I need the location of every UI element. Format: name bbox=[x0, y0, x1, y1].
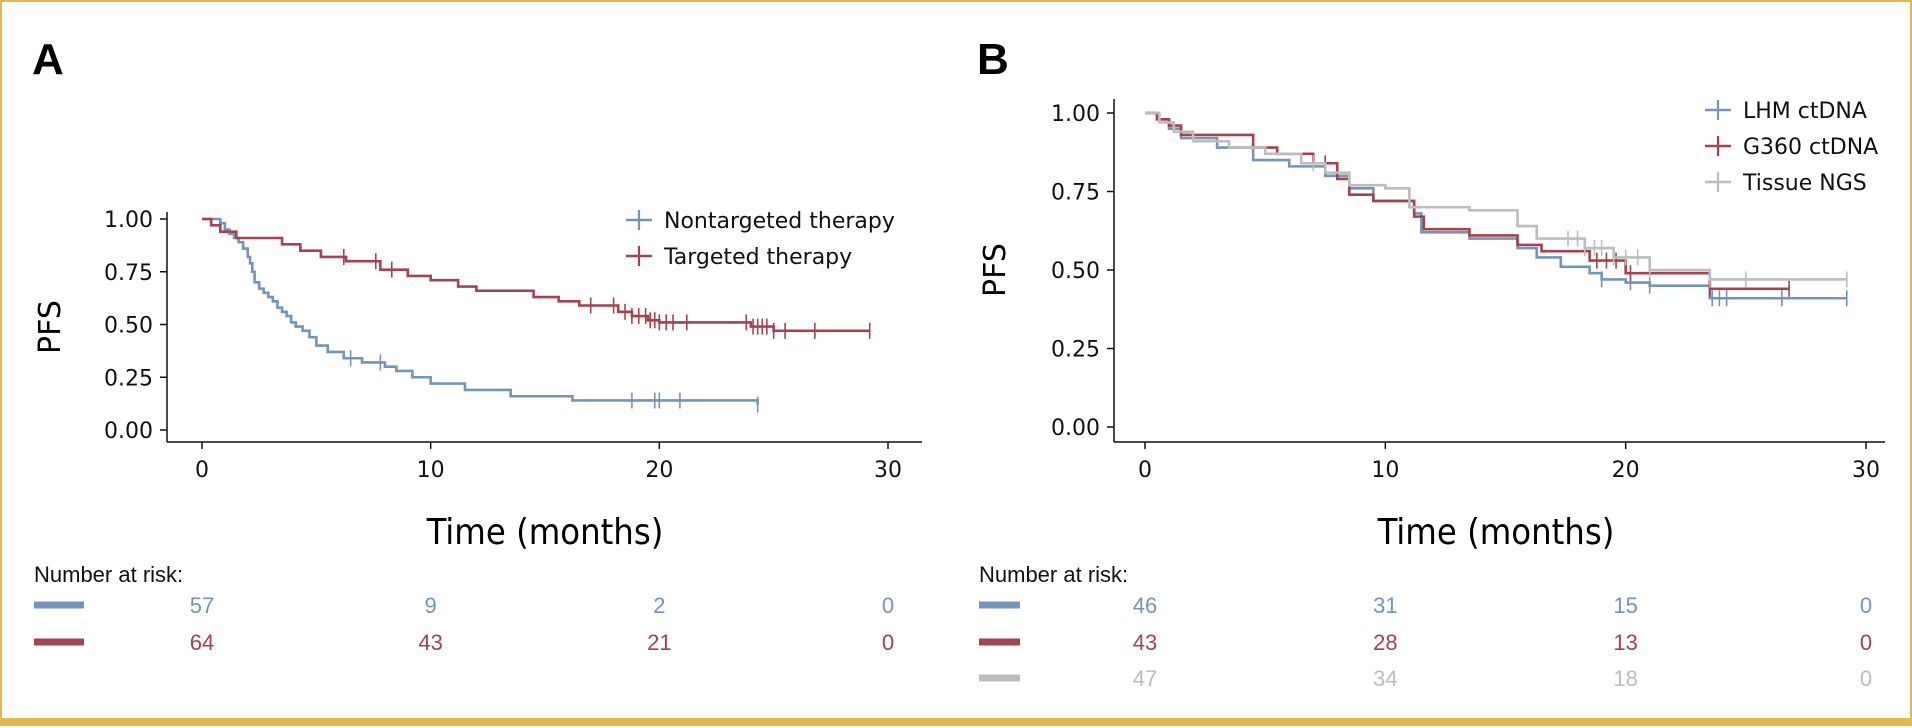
legend-entry-2: Targeted therapy bbox=[626, 245, 852, 270]
series-line-1 bbox=[1145, 111, 1847, 300]
y-tick-label: 1.00 bbox=[1051, 102, 1100, 127]
risk-count: 43 bbox=[418, 630, 442, 655]
risk-count: 0 bbox=[1860, 630, 1872, 655]
series-line-1 bbox=[202, 217, 759, 405]
risk-count: 43 bbox=[1133, 630, 1157, 655]
series-line-2 bbox=[1145, 111, 1790, 291]
legend-label: LHM ctDNA bbox=[1743, 99, 1867, 124]
panel-b: B 0.00 0.25 0.50 0.75 1.00 0 10 20 30 PFS Time (mon… bbox=[977, 35, 1885, 691]
risk-count: 9 bbox=[425, 593, 437, 618]
risk-count: 21 bbox=[647, 630, 671, 655]
x-tick-label: 0 bbox=[1138, 458, 1152, 483]
x-tick-label: 30 bbox=[1852, 458, 1880, 483]
y-tick-label: 0.00 bbox=[1051, 416, 1100, 441]
series-line-3 bbox=[1145, 111, 1847, 281]
legend-entry-1: LHM ctDNA bbox=[1705, 99, 1867, 124]
risk-table-title: Number at risk: bbox=[979, 562, 1128, 587]
y-tick-label: 0.75 bbox=[104, 261, 153, 286]
risk-count: 2 bbox=[653, 593, 665, 618]
x-axis-title: Time (months) bbox=[1377, 512, 1615, 553]
risk-count: 0 bbox=[882, 630, 894, 655]
risk-count: 0 bbox=[882, 593, 894, 618]
legend-label: G360 ctDNA bbox=[1743, 135, 1878, 160]
y-tick-label: 0.25 bbox=[1051, 338, 1100, 363]
risk-count: 18 bbox=[1613, 666, 1637, 691]
risk-count: 46 bbox=[1133, 593, 1157, 618]
panel-letter: B bbox=[977, 35, 1009, 84]
legend-label: Tissue NGS bbox=[1742, 171, 1867, 196]
x-tick-label: 10 bbox=[1371, 458, 1399, 483]
legend-entry-2: G360 ctDNA bbox=[1705, 135, 1878, 160]
risk-count: 15 bbox=[1613, 593, 1637, 618]
x-tick-label: 0 bbox=[195, 458, 209, 483]
legend-entry-3: Tissue NGS bbox=[1705, 171, 1867, 196]
risk-count: 57 bbox=[190, 593, 214, 618]
risk-count: 0 bbox=[1860, 593, 1872, 618]
series-line-2 bbox=[202, 217, 870, 333]
risk-count: 31 bbox=[1373, 593, 1397, 618]
x-axis-title: Time (months) bbox=[426, 512, 664, 553]
y-tick-label: 1.00 bbox=[104, 208, 153, 233]
risk-count: 13 bbox=[1613, 630, 1637, 655]
risk-table-title: Number at risk: bbox=[34, 562, 183, 587]
legend-label: Targeted therapy bbox=[663, 245, 852, 270]
x-tick-label: 30 bbox=[874, 458, 902, 483]
risk-count: 34 bbox=[1373, 666, 1397, 691]
risk-table: Number at risk:46 31 15 0 43 28 13 0 47 34 18 0 bbox=[979, 562, 1872, 691]
risk-count: 0 bbox=[1860, 666, 1872, 691]
y-tick-label: 0.50 bbox=[1051, 259, 1100, 284]
risk-count: 28 bbox=[1373, 630, 1397, 655]
risk-count: 47 bbox=[1133, 666, 1157, 691]
x-tick-label: 20 bbox=[645, 458, 673, 483]
y-tick-label: 0.75 bbox=[1051, 181, 1100, 206]
x-tick-label: 10 bbox=[417, 458, 445, 483]
legend-entry-1: Nontargeted therapy bbox=[626, 209, 895, 234]
y-tick-label: 0.50 bbox=[104, 314, 153, 339]
risk-table: Number at risk: 57 9 2 0 64 43 21 0 bbox=[34, 562, 894, 655]
y-tick-label: 0.00 bbox=[104, 419, 153, 444]
x-tick-label: 20 bbox=[1612, 458, 1640, 483]
panel-letter: A bbox=[32, 35, 64, 84]
risk-count: 64 bbox=[190, 630, 214, 655]
y-axis-title: PFS bbox=[978, 243, 1013, 297]
y-tick-label: 0.25 bbox=[104, 366, 153, 391]
y-axis-title: PFS bbox=[33, 300, 68, 354]
legend-label: Nontargeted therapy bbox=[664, 209, 895, 234]
